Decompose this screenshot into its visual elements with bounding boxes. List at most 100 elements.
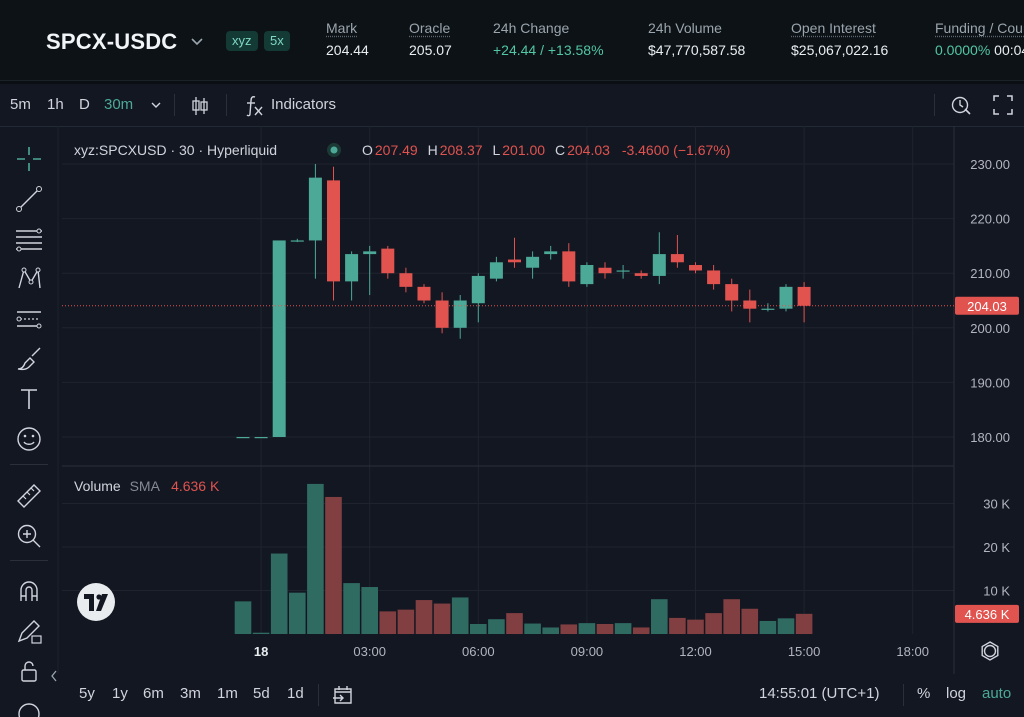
candle-body [236,437,250,439]
volume-bar [632,627,650,634]
volume-bar [270,553,288,634]
stat-mark: Mark 204.44 [326,20,369,58]
candle-body [562,251,576,282]
stat-value: 205.07 [409,42,452,58]
funding-rate: 0.0000% [935,42,991,58]
range-5y[interactable]: 5y [79,685,95,702]
chart-toolbar: 5m 1h D 30m Indicators [0,84,1024,127]
range-1y[interactable]: 1y [112,685,128,702]
dex-tag: xyz [226,31,258,51]
funding-countdown: 00:04:58 [994,42,1024,58]
percent-toggle[interactable]: % [917,685,931,702]
volume-bar [651,599,668,634]
volume-bar [415,600,433,634]
forecast-icon[interactable] [14,304,44,334]
toolbar-divider [934,94,935,116]
legend-symbol[interactable]: xyz:SPCXUSD · 30 · Hyperliquid [74,142,277,158]
last-price-value: 204.03 [967,299,1007,314]
market-symbol[interactable]: SPCX-USDC [46,29,178,54]
candle-body [254,437,268,439]
settings-icon[interactable] [981,641,999,661]
volume-bar [669,617,686,634]
stat-value: +24.44 / +13.58% [493,42,604,58]
candle-body [381,248,395,274]
last-price-badge: 204.03 [955,296,1019,315]
candle-body [761,308,775,310]
range-1m[interactable]: 1m [217,685,238,702]
candle-body [797,286,811,306]
fx-icon[interactable] [244,94,264,118]
chevron-down-icon[interactable] [150,100,162,110]
crosshair-icon[interactable] [14,144,44,174]
candle-body [363,251,377,255]
alert-clock-icon[interactable] [950,94,972,116]
candle-body [508,259,521,263]
fib-icon[interactable] [14,224,44,254]
stat-24h-change: 24h Change +24.44 / +13.58% [493,20,604,58]
interval-active[interactable]: 30m [104,96,134,113]
range-divider [318,684,319,706]
range-5d[interactable]: 5d [253,685,270,702]
tools-divider [10,560,48,561]
candle-body [725,284,739,301]
clock-timezone[interactable]: 14:55:01 (UTC+1) [759,685,880,702]
price-tick-label: 190.00 [970,375,1010,390]
volume-sma-value: 4.636 K [965,607,1010,622]
chart-panel: 5m 1h D 30m Indicators [0,84,1024,717]
candles-icon[interactable] [190,95,210,117]
zoom-in-icon[interactable] [14,521,44,551]
price-tick-label: 230.00 [970,157,1010,172]
volume-legend: Volume SMA 4.636 K [74,478,220,494]
text-icon[interactable] [14,384,44,414]
price-tick-label: 220.00 [970,212,1010,227]
chevron-down-icon[interactable] [190,34,204,48]
tradingview-logo[interactable] [77,583,115,621]
volume-bar [723,599,740,634]
brush-icon[interactable] [14,344,44,374]
volume-bar [687,619,704,634]
pattern-icon[interactable] [14,264,44,294]
price-chart[interactable]: 180.00 190.00 200.00 210.00 220.00 230.00 10 … [0,126,1024,674]
eye-icon[interactable] [14,696,44,717]
last-price-badge-bg [955,296,1019,315]
leverage-tag[interactable]: 5x [264,31,290,51]
market-header: SPCX-USDC xyz 5x Mark 204.44 Oracle 205.… [0,0,1024,81]
auto-toggle[interactable]: auto [982,685,1012,702]
magnet-icon[interactable] [14,576,44,606]
range-divider [903,684,904,706]
stat-label: Mark [326,20,358,36]
ruler-icon[interactable] [14,481,44,511]
stat-open-interest: Open Interest $25,067,022.16 [791,20,888,58]
lock-icon[interactable] [14,656,44,686]
candle-body [308,177,322,241]
volume-bar [777,618,795,634]
indicators-button[interactable]: Indicators [271,96,337,113]
interval-1h[interactable]: 1h [47,96,64,113]
volume-bar [307,483,324,634]
interval-d[interactable]: D [79,96,90,113]
log-toggle[interactable]: log [946,685,967,702]
chevron-left-icon[interactable] [50,670,58,682]
trend-line-icon[interactable] [14,184,44,214]
time-tick-label: 06:00 [462,644,495,659]
calendar-goto-icon[interactable] [332,684,354,706]
interval-5m[interactable]: 5m [10,96,31,113]
candle-body [327,180,340,282]
stat-value: $25,067,022.16 [791,42,889,58]
stat-funding: Funding / Countdown 0.0000% 00:04:58 [935,20,1024,58]
ohlc-legend: xyz:SPCXUSD · 30 · Hyperliquid [74,142,277,158]
range-3m[interactable]: 3m [180,685,201,702]
price-tick-label: 200.00 [970,321,1010,336]
emoji-icon[interactable] [14,424,44,454]
candle-body [616,270,630,272]
volume-bar [795,613,813,634]
lock-draw-icon[interactable] [14,616,44,646]
range-6m[interactable]: 6m [143,685,164,702]
grid-lines [62,126,954,634]
volume-bar [470,623,487,634]
fullscreen-icon[interactable] [993,95,1013,115]
volume-bar [560,624,578,634]
range-1d[interactable]: 1d [287,685,304,702]
candle-body [471,275,485,304]
time-axis: 18 03:00 06:00 09:00 12:00 15:00 18:00 [254,644,929,659]
